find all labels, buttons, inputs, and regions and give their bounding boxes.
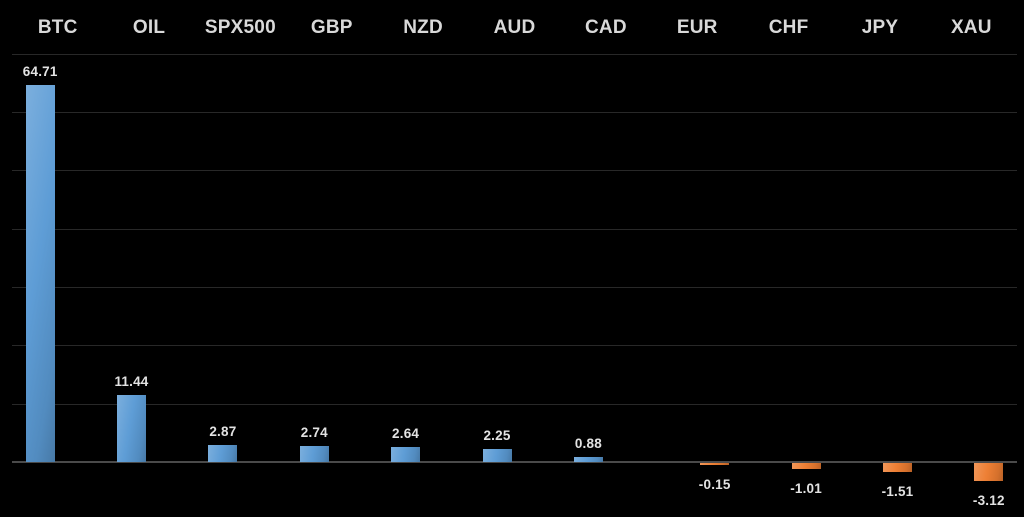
value-label-jpy: -1.51 xyxy=(881,483,914,499)
value-label-btc: 64.71 xyxy=(22,63,58,79)
category-label-nzd: NZD xyxy=(403,17,443,38)
category-label-xau: XAU xyxy=(950,17,992,38)
value-label-aud: 2.25 xyxy=(483,427,511,443)
category-label-jpy: JPY xyxy=(861,17,899,38)
value-label-chf: -1.01 xyxy=(790,480,822,496)
gridline xyxy=(12,228,1017,230)
category-label-spx500: SPX500 xyxy=(204,17,276,38)
category-label-aud: AUD xyxy=(493,17,536,38)
bar-eur[interactable] xyxy=(700,463,730,465)
bar-nzd[interactable] xyxy=(391,446,421,462)
category-label-btc: BTC xyxy=(37,17,78,38)
value-label-gbp: 2.74 xyxy=(300,425,328,440)
bar-gbp[interactable] xyxy=(299,446,329,462)
gridline xyxy=(12,403,1017,405)
value-label-oil: 11.44 xyxy=(114,374,149,390)
value-label-cad: 0.88 xyxy=(574,435,602,451)
gridline xyxy=(12,53,1017,55)
category-label-gbp: GBP xyxy=(310,17,353,38)
x-axis-line xyxy=(12,461,1017,463)
bar-spx500[interactable] xyxy=(208,445,238,462)
gridline xyxy=(12,345,1017,347)
value-label-nzd: 2.64 xyxy=(392,425,420,441)
bar-xau[interactable] xyxy=(974,463,1004,482)
category-label-cad: CAD xyxy=(585,17,627,38)
bar-jpy[interactable] xyxy=(883,463,912,472)
value-label-spx500: 2.87 xyxy=(209,424,237,440)
bar-oil[interactable] xyxy=(117,395,146,462)
gridline xyxy=(12,287,1017,288)
bar-cad[interactable] xyxy=(573,456,603,462)
category-label-chf: CHF xyxy=(768,17,809,38)
gridline xyxy=(12,170,1017,172)
bar-chf[interactable] xyxy=(791,463,821,469)
bar-btc[interactable] xyxy=(25,84,55,462)
value-label-eur: -0.15 xyxy=(698,477,731,492)
category-label-eur: EUR xyxy=(676,17,718,38)
gridline xyxy=(12,112,1017,113)
bar-aud[interactable] xyxy=(482,448,512,462)
value-label-xau: -3.12 xyxy=(972,493,1005,509)
category-label-oil: OIL xyxy=(132,17,166,38)
